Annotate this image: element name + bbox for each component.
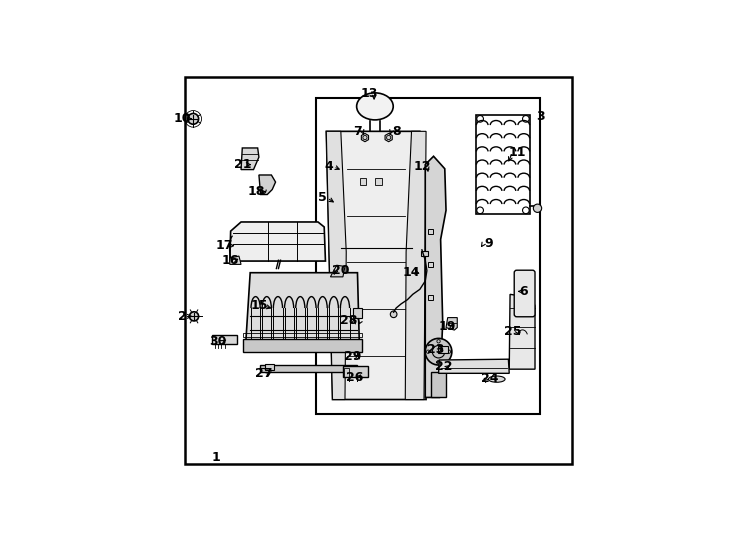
Polygon shape [230, 256, 241, 265]
Text: 24: 24 [481, 372, 498, 385]
Polygon shape [241, 148, 259, 170]
Text: 13: 13 [360, 87, 378, 100]
Bar [428, 228, 433, 234]
Bar [343, 366, 368, 377]
Bar [375, 178, 382, 185]
Text: 9: 9 [484, 237, 493, 250]
Text: 1: 1 [211, 451, 220, 464]
Text: 5: 5 [318, 191, 327, 204]
Text: 22: 22 [435, 360, 452, 373]
Text: 30: 30 [209, 335, 227, 348]
Text: 23: 23 [426, 343, 444, 356]
Text: 29: 29 [344, 350, 361, 363]
Polygon shape [438, 359, 509, 373]
Circle shape [425, 339, 452, 365]
Text: 28: 28 [341, 314, 358, 327]
Text: 25: 25 [504, 325, 521, 338]
Polygon shape [327, 131, 346, 400]
Polygon shape [405, 131, 426, 400]
Polygon shape [330, 265, 345, 277]
Polygon shape [230, 222, 325, 261]
Bar [360, 178, 366, 185]
Text: 8: 8 [392, 125, 401, 138]
Text: 26: 26 [346, 371, 363, 384]
Text: 21: 21 [233, 158, 251, 171]
Text: 7: 7 [353, 125, 362, 138]
Text: 16: 16 [221, 254, 239, 267]
Bar [353, 308, 363, 319]
Bar [243, 333, 362, 337]
Bar [428, 262, 433, 267]
Circle shape [534, 204, 542, 212]
Text: 18: 18 [248, 185, 265, 198]
Bar [316, 98, 540, 414]
Ellipse shape [488, 376, 505, 382]
Polygon shape [431, 373, 446, 397]
Text: 14: 14 [403, 266, 421, 279]
FancyBboxPatch shape [515, 270, 535, 317]
Circle shape [189, 312, 199, 321]
Text: 4: 4 [324, 160, 333, 173]
Text: 12: 12 [413, 160, 431, 173]
Bar [476, 114, 530, 214]
Polygon shape [245, 273, 360, 352]
Bar [265, 364, 274, 370]
Text: 27: 27 [255, 367, 272, 380]
Bar [437, 346, 448, 353]
Text: 10: 10 [174, 112, 191, 125]
Polygon shape [509, 294, 535, 369]
Bar [243, 339, 362, 352]
Text: 17: 17 [216, 239, 233, 252]
Bar [260, 365, 357, 373]
Polygon shape [361, 133, 368, 141]
Polygon shape [425, 156, 446, 397]
Polygon shape [385, 133, 392, 141]
Polygon shape [259, 175, 275, 194]
Bar [421, 251, 428, 256]
Polygon shape [327, 131, 426, 400]
Circle shape [188, 113, 199, 124]
Bar [428, 295, 433, 300]
Circle shape [390, 311, 397, 318]
Text: 15: 15 [250, 300, 268, 313]
Ellipse shape [357, 93, 393, 120]
Text: 2: 2 [178, 310, 186, 323]
Polygon shape [446, 318, 457, 330]
Text: 11: 11 [509, 146, 526, 159]
Text: 19: 19 [438, 320, 456, 333]
Bar [344, 368, 349, 377]
Text: 20: 20 [332, 264, 349, 277]
Text: 3: 3 [536, 110, 545, 123]
Bar [212, 335, 237, 344]
Text: 6: 6 [520, 285, 528, 298]
